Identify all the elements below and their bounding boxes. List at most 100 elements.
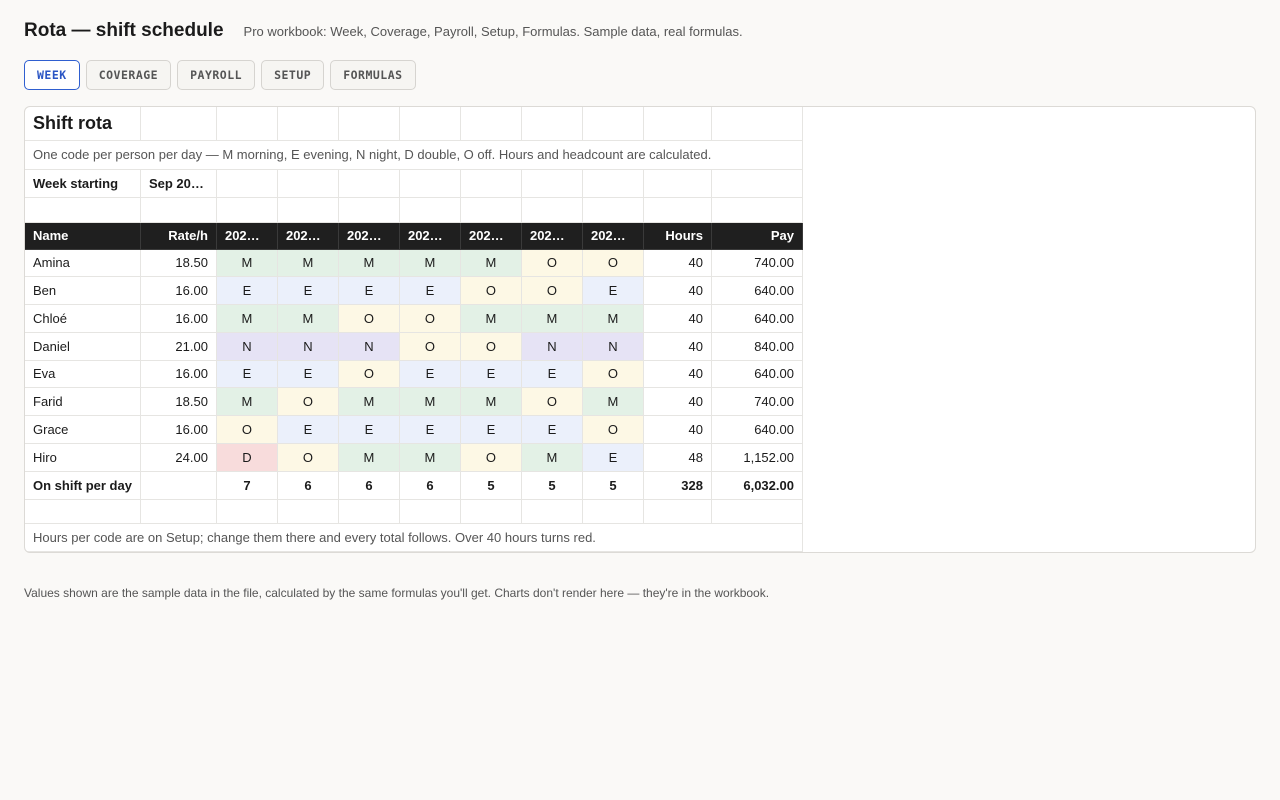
- shift-cell: E: [338, 415, 400, 444]
- shift-cell: O: [582, 249, 644, 278]
- number-cell: 740.00: [711, 387, 803, 416]
- column-header: Hours: [643, 222, 712, 250]
- cell: [338, 499, 400, 524]
- day-total: 6: [399, 471, 461, 500]
- shift-cell: N: [277, 332, 339, 361]
- shift-cell: N: [521, 332, 583, 361]
- cell: [338, 107, 400, 141]
- number-cell: 40: [643, 276, 712, 305]
- totals-label: On shift per day: [25, 471, 141, 500]
- cell: [25, 499, 141, 524]
- column-header: Pay: [711, 222, 803, 250]
- number-cell: 40: [643, 360, 712, 389]
- cell: [277, 197, 339, 223]
- cell: [338, 169, 400, 198]
- shift-cell: M: [338, 443, 400, 472]
- header: Rota — shift schedule Pro workbook: Week…: [24, 20, 743, 42]
- number-cell: 640.00: [711, 415, 803, 444]
- cell: [643, 169, 712, 198]
- data-row: Grace 16.00 O E E E E E O 40 640.00: [25, 415, 803, 444]
- footer-note: Values shown are the sample data in the …: [24, 586, 770, 600]
- shift-cell: O: [521, 387, 583, 416]
- shift-cell: E: [460, 360, 522, 389]
- cell: [216, 197, 278, 223]
- shift-cell: E: [216, 360, 278, 389]
- shift-cell: E: [216, 276, 278, 305]
- totals-row: On shift per day 7 6 6 6 5 5 5 328 6,032.00: [25, 471, 803, 500]
- week-row: Week starting Sep 20…: [25, 169, 803, 198]
- shift-cell: M: [399, 249, 461, 278]
- number-cell: 16.00: [140, 360, 217, 389]
- shift-cell: M: [277, 304, 339, 333]
- column-header: 202…: [521, 222, 583, 250]
- cell: [521, 499, 583, 524]
- sheet-title: Shift rota: [25, 107, 141, 141]
- cell: [399, 169, 461, 198]
- pay-total: 6,032.00: [711, 471, 803, 500]
- data-row: Farid 18.50 M O M M M O M 40 740.00: [25, 387, 803, 416]
- number-cell: 640.00: [711, 304, 803, 333]
- shift-cell: M: [277, 249, 339, 278]
- number-cell: 48: [643, 443, 712, 472]
- shift-cell: E: [399, 276, 461, 305]
- shift-cell: M: [521, 443, 583, 472]
- shift-cell: O: [460, 332, 522, 361]
- week-value: Sep 20…: [140, 169, 217, 198]
- shift-cell: M: [460, 304, 522, 333]
- cell: [521, 197, 583, 223]
- cell: [399, 197, 461, 223]
- shift-cell: O: [216, 415, 278, 444]
- shift-cell: N: [216, 332, 278, 361]
- column-header: Name: [25, 222, 141, 250]
- shift-cell: O: [338, 360, 400, 389]
- column-header: 202…: [460, 222, 522, 250]
- tab[interactable]: FORMULAS: [330, 60, 416, 90]
- shift-cell: O: [460, 443, 522, 472]
- header-row: Name Rate/h 202… 202… 202… 202… 202… 202… 202… Ho…: [25, 222, 803, 250]
- shift-cell: M: [216, 304, 278, 333]
- number-cell: 16.00: [140, 276, 217, 305]
- day-total: 6: [277, 471, 339, 500]
- shift-cell: E: [399, 415, 461, 444]
- blank-row: [25, 197, 803, 223]
- number-cell: 640.00: [711, 360, 803, 389]
- cell: [711, 169, 803, 198]
- shift-cell: M: [582, 304, 644, 333]
- number-cell: 40: [643, 387, 712, 416]
- cell: [643, 499, 712, 524]
- number-cell: 21.00: [140, 332, 217, 361]
- tab[interactable]: PAYROLL: [177, 60, 256, 90]
- cell: [582, 107, 644, 141]
- column-header: Rate/h: [140, 222, 217, 250]
- shift-cell: O: [582, 415, 644, 444]
- cell: [460, 107, 522, 141]
- cell: [216, 107, 278, 141]
- shift-cell: M: [399, 387, 461, 416]
- tab[interactable]: COVERAGE: [85, 60, 172, 90]
- data-row: Ben 16.00 E E E E O O E 40 640.00: [25, 276, 803, 305]
- week-label: Week starting: [25, 169, 141, 198]
- day-total: 6: [338, 471, 400, 500]
- cell: [582, 499, 644, 524]
- tab[interactable]: SETUP: [261, 60, 325, 90]
- number-cell: 16.00: [140, 415, 217, 444]
- shift-cell: O: [338, 304, 400, 333]
- tab[interactable]: WEEK: [24, 60, 80, 90]
- cell: [521, 107, 583, 141]
- name-cell: Grace: [25, 415, 141, 444]
- number-cell: 18.50: [140, 249, 217, 278]
- shift-cell: M: [338, 387, 400, 416]
- day-total: 5: [460, 471, 522, 500]
- number-cell: 18.50: [140, 387, 217, 416]
- number-cell: 16.00: [140, 304, 217, 333]
- shift-cell: E: [460, 415, 522, 444]
- cell: [140, 471, 217, 500]
- number-cell: 24.00: [140, 443, 217, 472]
- cell: [277, 169, 339, 198]
- cell: [582, 197, 644, 223]
- column-header: 202…: [277, 222, 339, 250]
- shift-cell: O: [582, 360, 644, 389]
- name-cell: Daniel: [25, 332, 141, 361]
- cell: [460, 169, 522, 198]
